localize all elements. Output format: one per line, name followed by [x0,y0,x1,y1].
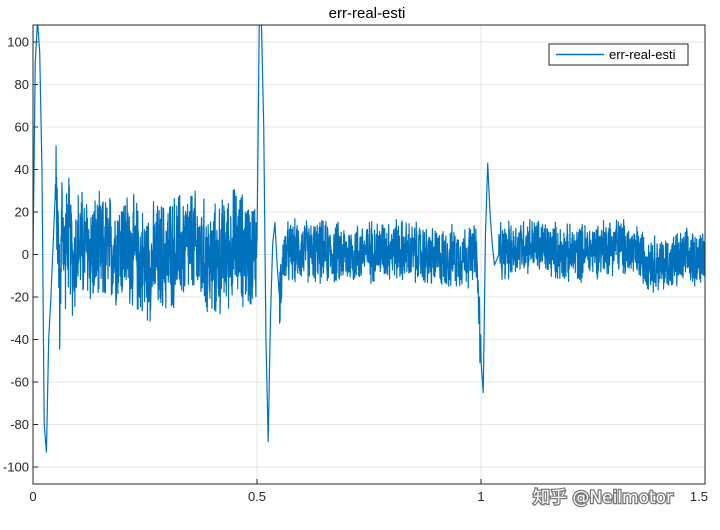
y-tick-label: -80 [10,417,29,432]
y-tick-label: 80 [15,77,29,92]
y-tick-labels: -100 -80 -60 -40 -20 0 20 40 60 80 100 [3,35,29,475]
x-tick-labels: 0 0.5 1 1.5 [29,489,708,504]
watermark: 知乎 @Neilmotor [532,487,675,510]
series-line-err-real-esti [33,25,705,453]
legend-box [548,43,689,66]
y-tick-label: 100 [7,35,29,50]
y-tick-label: 40 [15,162,29,177]
y-tick-label: -100 [3,460,29,475]
chart-title: err-real-esti [329,5,406,22]
y-tick-label: 0 [22,247,29,262]
x-tick-label: 1 [477,489,484,504]
x-tick-label: 0 [29,489,36,504]
plot-frame [32,24,706,485]
watermark-text: 知乎 @Neilmotor [533,488,673,508]
y-tick-label: 20 [15,205,29,220]
y-tick-label: 60 [15,120,29,135]
x-tick-label: 0.5 [248,489,266,504]
legend-label-err-real-esti: err-real-esti [609,47,676,62]
y-tick-label: -60 [10,375,29,390]
x-tick-label: 1.5 [690,489,708,504]
y-tick-label: -40 [10,332,29,347]
y-tick-label: -20 [10,290,29,305]
legend: err-real-esti [548,43,689,66]
series-group [33,25,705,453]
